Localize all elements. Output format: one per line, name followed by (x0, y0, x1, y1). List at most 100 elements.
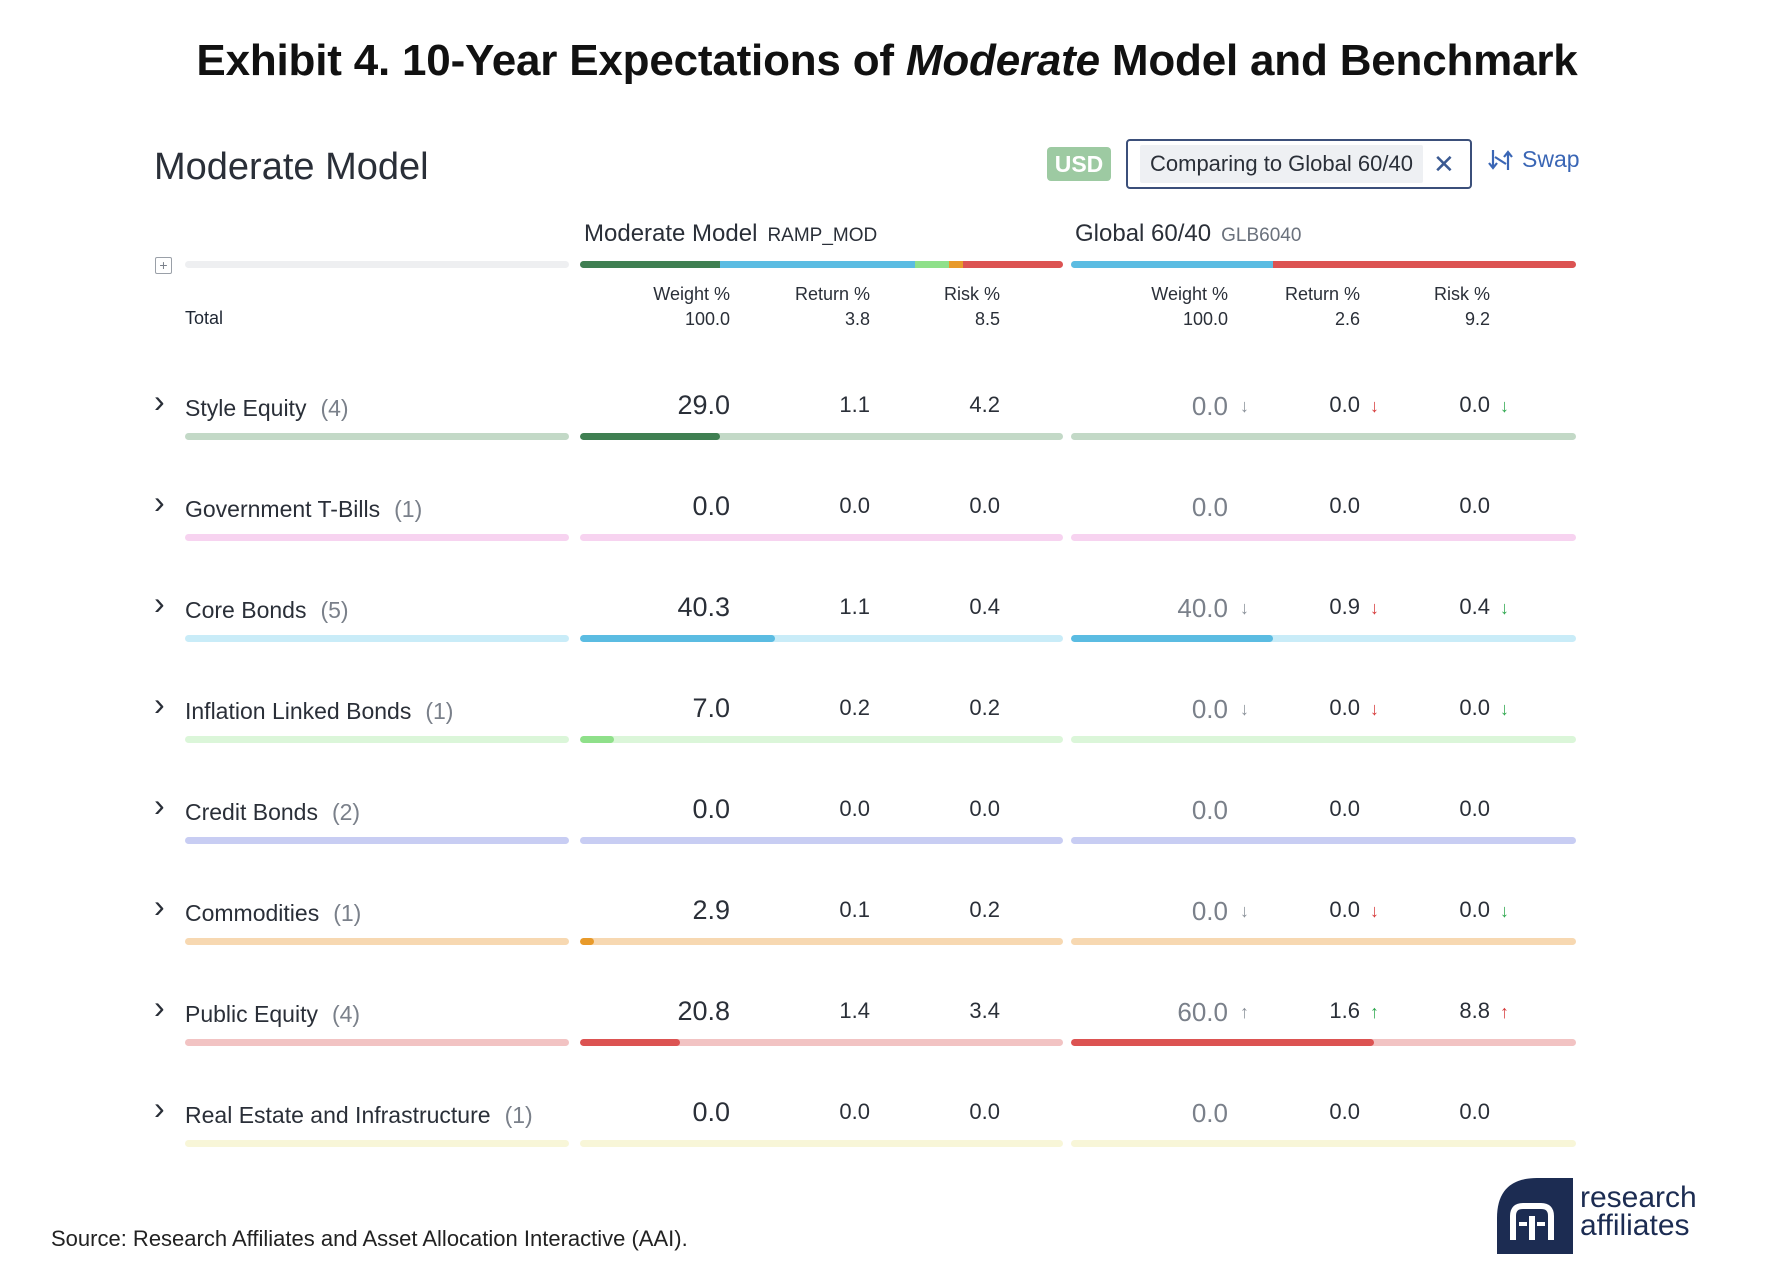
arrow-down-icon: ↓ (1500, 699, 1509, 719)
arrow-down-icon: ↓ (1500, 901, 1509, 921)
bench-weight-bar (1071, 837, 1576, 844)
row-name-label: Government T-Bills (185, 496, 381, 522)
bench-weight-value: 60.0 (1177, 997, 1228, 1027)
chevron-right-icon[interactable]: › (154, 484, 165, 520)
bench-weight-value: 0.0 (1191, 795, 1228, 825)
row-name-label: Public Equity (185, 1001, 318, 1027)
row-name-label: Style Equity (185, 395, 307, 421)
port-weight-bar (580, 1140, 1063, 1147)
port-weight-bar (580, 433, 1063, 440)
currency-badge[interactable]: USD (1047, 147, 1111, 181)
composition-segment (948, 261, 963, 268)
port-return-header-label: Return % (794, 284, 870, 304)
port-risk-value: 4.2 (969, 392, 1000, 417)
port-weight-bar (580, 1039, 1063, 1046)
close-icon[interactable]: ✕ (1432, 148, 1455, 179)
port-weight-value: 2.9 (692, 895, 730, 925)
port-weight-value: 0.0 (692, 1097, 730, 1127)
benchmark-name-text: Global 60/40 (1075, 220, 1212, 247)
arrow-up-icon: ↑ (1240, 1002, 1249, 1022)
composition-segment (720, 261, 915, 268)
row-name: Real Estate and Infrastructure (1) (185, 1102, 533, 1129)
bench-weight-bar-fill (1071, 635, 1273, 642)
arrow-down-icon: ↓ (1240, 699, 1249, 719)
chevron-right-icon[interactable]: › (154, 888, 165, 924)
chevron-right-icon[interactable]: › (154, 1090, 165, 1126)
port-weight-bar-fill (580, 635, 775, 642)
bench-return-total: 2.6 (1334, 309, 1360, 329)
chevron-right-icon[interactable]: › (154, 989, 165, 1025)
bench-return-value: 0.0 (1329, 897, 1360, 922)
total-label-bar (185, 261, 569, 268)
bench-weight-value: 0.0 (1191, 896, 1228, 926)
port-return-total: 3.8 (844, 309, 870, 329)
bench-risk-value: 0.4 (1459, 594, 1490, 619)
comparison-selector[interactable]: Comparing to Global 60/40 ✕ (1126, 139, 1472, 189)
port-weight-bar (580, 635, 1063, 642)
port-risk-total: 8.5 (974, 309, 1000, 329)
row-label-bar (185, 635, 569, 642)
source-note: Source: Research Affiliates and Asset Al… (51, 1226, 688, 1251)
port-weight-value: 40.3 (677, 592, 730, 622)
row-name-label: Credit Bonds (185, 799, 318, 825)
row-label-bar (185, 433, 569, 440)
row-name: Core Bonds (5) (185, 597, 349, 624)
port-return-value: 0.0 (839, 796, 870, 821)
row-name: Style Equity (4) (185, 395, 349, 422)
bench-weight-bar (1071, 736, 1576, 743)
bench-weight-bar-fill (1071, 1039, 1374, 1046)
bench-risk-header-label: Risk % (1433, 284, 1490, 304)
port-weight-value: 0.0 (692, 491, 730, 521)
row-count: (1) (425, 698, 454, 724)
total-label: Total (185, 308, 224, 328)
port-weight-bar-fill (580, 938, 594, 945)
bench-risk-value: 0.0 (1459, 796, 1490, 821)
exhibit-title-emphasis: Moderate (905, 36, 1100, 85)
arrow-down-icon: ↓ (1500, 598, 1509, 618)
port-weight-total: 100.0 (684, 309, 730, 329)
exhibit-title-pre: Exhibit 4. 10-Year Expectations of (196, 36, 906, 85)
port-return-value: 0.0 (839, 1099, 870, 1124)
arrow-down-icon: ↓ (1500, 396, 1509, 416)
bench-return-value: 0.0 (1329, 695, 1360, 720)
chevron-right-icon[interactable]: › (154, 585, 165, 621)
port-weight-bar (580, 534, 1063, 541)
logo-wordmark: research affiliates (1580, 1183, 1697, 1241)
port-return-value: 1.1 (839, 392, 870, 417)
bench-risk-header: Risk % 9.2 (1380, 282, 1490, 332)
bench-return-value: 0.0 (1329, 1099, 1360, 1124)
port-weight-header: Weight % 100.0 (620, 282, 730, 332)
composition-segment (580, 261, 721, 268)
bench-risk-value: 0.0 (1459, 897, 1490, 922)
row-name-label: Real Estate and Infrastructure (185, 1102, 491, 1128)
bench-weight-bar (1071, 635, 1576, 642)
composition-segment (1273, 261, 1576, 268)
chevron-right-icon[interactable]: › (154, 686, 165, 722)
bench-weight-value: 0.0 (1191, 1098, 1228, 1128)
row-name: Credit Bonds (2) (185, 799, 360, 826)
bench-weight-value: 0.0 (1191, 694, 1228, 724)
swap-button[interactable]: Swap (1488, 146, 1580, 173)
chevron-right-icon[interactable]: › (154, 383, 165, 419)
benchmark-name: Global 60/40 GLB6040 (1075, 220, 1301, 248)
expand-all-icon[interactable]: + (155, 257, 172, 274)
port-return-value: 0.2 (839, 695, 870, 720)
row-name: Public Equity (4) (185, 1001, 360, 1028)
bench-return-value: 0.0 (1329, 796, 1360, 821)
row-count: (1) (394, 496, 423, 522)
port-risk-value: 0.2 (969, 897, 1000, 922)
chevron-right-icon[interactable]: › (154, 787, 165, 823)
arrow-down-icon: ↓ (1370, 598, 1379, 618)
port-risk-value: 0.0 (969, 493, 1000, 518)
bench-weight-bar (1071, 938, 1576, 945)
portfolio-name: Moderate Model RAMP_MOD (584, 220, 877, 248)
row-name-label: Core Bonds (185, 597, 307, 623)
row-count: (1) (333, 900, 362, 926)
row-label-bar (185, 837, 569, 844)
bench-risk-value: 8.8 (1459, 998, 1490, 1023)
port-return-value: 1.4 (839, 998, 870, 1023)
arrow-down-icon: ↓ (1370, 699, 1379, 719)
row-count: (4) (331, 1001, 361, 1027)
row-label-bar (185, 736, 569, 743)
port-risk-value: 0.4 (969, 594, 1000, 619)
